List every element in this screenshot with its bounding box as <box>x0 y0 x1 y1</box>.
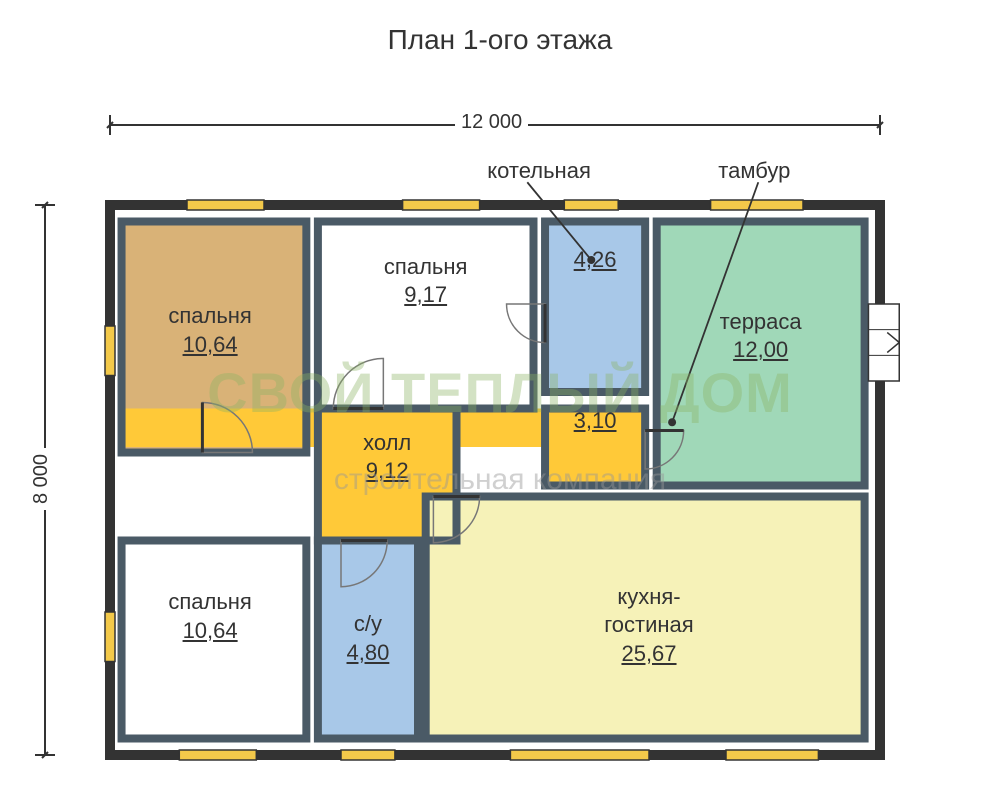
room-label-kitchen: кухня-гостиная25,67 <box>589 583 709 669</box>
room-label-tambour_area: 3,10 <box>535 407 655 436</box>
floorplan-container: План 1-ого этажа 12 0008 000спальня10,64… <box>0 0 1000 802</box>
room-label-boiler: 4,26 <box>535 246 655 275</box>
callout-tambour_callout: тамбур <box>718 158 790 184</box>
dim-height: 8 000 <box>30 448 53 510</box>
room-label-bedroom3: спальня10,64 <box>150 588 270 645</box>
room-label-hall: холл9,12 <box>327 429 447 486</box>
callout-boiler_callout: котельная <box>487 158 591 184</box>
room-label-bedroom1: спальня10,64 <box>150 302 270 359</box>
room-label-terrace: терраса12,00 <box>701 308 821 365</box>
dim-width: 12 000 <box>455 111 528 134</box>
room-label-bathroom: с/у4,80 <box>308 610 428 667</box>
room-label-bedroom2: спальня9,17 <box>366 253 486 310</box>
